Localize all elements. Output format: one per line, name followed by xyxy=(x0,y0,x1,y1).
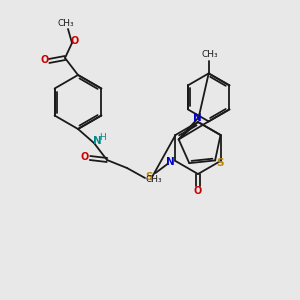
Text: O: O xyxy=(71,36,79,46)
Text: CH₃: CH₃ xyxy=(145,175,162,184)
Text: CH₃: CH₃ xyxy=(201,50,218,59)
Text: S: S xyxy=(145,172,153,182)
Text: O: O xyxy=(194,186,202,196)
Text: H: H xyxy=(100,134,106,142)
Text: N: N xyxy=(93,136,101,146)
Text: N: N xyxy=(166,157,175,167)
Text: CH₃: CH₃ xyxy=(58,19,74,28)
Text: O: O xyxy=(81,152,89,162)
Text: O: O xyxy=(41,55,49,65)
Text: N: N xyxy=(193,113,201,123)
Text: S: S xyxy=(216,158,224,168)
